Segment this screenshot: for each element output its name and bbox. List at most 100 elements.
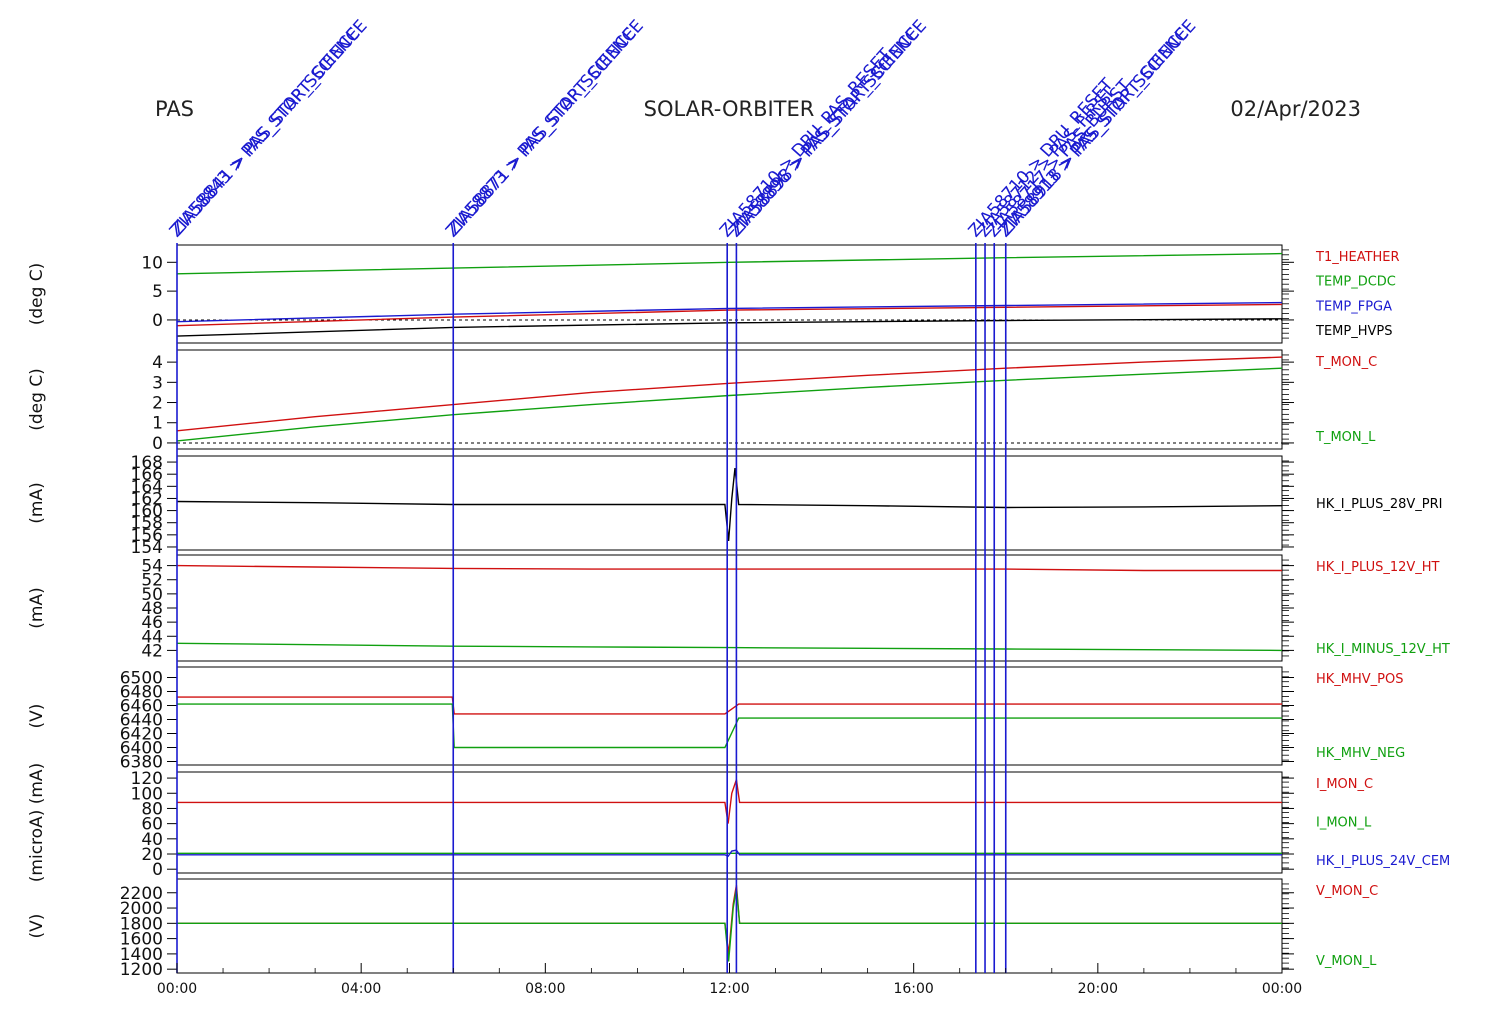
y-tick-label: 156 bbox=[131, 526, 163, 546]
legend-i_mon_l: I_MON_L bbox=[1316, 816, 1372, 831]
legend-t1_heather: T1_HEATHER bbox=[1315, 250, 1400, 265]
event-label: ZIA58871 > PAS_START_SCIENCE bbox=[444, 16, 648, 239]
y-tick-label: 100 bbox=[131, 784, 163, 804]
legend-t_mon_l: T_MON_L bbox=[1315, 430, 1376, 445]
y-tick-label: 120 bbox=[131, 769, 163, 789]
y-tick-label: 2200 bbox=[120, 884, 163, 904]
x-tick-label: 12:00 bbox=[709, 981, 749, 997]
header-instrument: PAS bbox=[155, 97, 194, 121]
x-tick-label: 20:00 bbox=[1078, 981, 1118, 997]
y-tick-label: 1800 bbox=[120, 914, 163, 934]
y-tick-label: 6420 bbox=[120, 725, 163, 745]
y-tick-label: 0 bbox=[152, 434, 163, 454]
x-tick-label: 08:00 bbox=[525, 981, 565, 997]
y-tick-label: 50 bbox=[141, 585, 163, 605]
y-tick-label: 52 bbox=[141, 571, 163, 591]
x-axis: 00:00 04:00 08:00 12:00 16:00 20:00 00:00 bbox=[157, 963, 1302, 997]
legend-i_mon_c: I_MON_C bbox=[1316, 777, 1373, 792]
y-axis-label: (deg C) bbox=[27, 368, 47, 431]
y-tick-label: 1 bbox=[152, 414, 163, 434]
y-tick-label: 3 bbox=[152, 373, 163, 393]
panel-1: 0 5 10 (deg C) T1_HEATHER TEMP_DCDC TEMP_FPGA T… bbox=[27, 244, 1400, 344]
y-tick-label: 6500 bbox=[120, 669, 163, 689]
y-tick-label: 80 bbox=[141, 799, 163, 819]
y-tick-label: 6460 bbox=[120, 697, 163, 717]
y-tick-label: 6400 bbox=[120, 739, 163, 759]
y-tick-label: 20 bbox=[141, 845, 163, 865]
series-line-temp_fpga bbox=[176, 301, 1283, 323]
y-tick-label: 162 bbox=[131, 489, 163, 509]
panel-frame bbox=[176, 666, 1283, 766]
panel-frame bbox=[176, 771, 1283, 874]
y-tick-label: 42 bbox=[141, 641, 163, 661]
y-axis-label: (mA) bbox=[27, 482, 47, 523]
y-tick-label: 46 bbox=[141, 613, 163, 633]
series-line-v_mon_l bbox=[177, 888, 1282, 962]
legend-hk_mhv_neg: HK_MHV_NEG bbox=[1316, 746, 1405, 761]
panel-frame bbox=[176, 244, 1283, 344]
series-line-temp_hvps bbox=[176, 318, 1283, 337]
series-line-hk_mhv_pos bbox=[177, 696, 1282, 715]
y-axis-label: (microA) (mA) bbox=[27, 763, 47, 882]
series-line-hk_i_plus_28v_pri bbox=[176, 468, 1283, 541]
event-label: ZIA58918 > PAS_START_SCIENCE bbox=[997, 16, 1201, 239]
y-tick-label: 1600 bbox=[120, 930, 163, 950]
series-line-hk_i_plus_24v_cem bbox=[177, 849, 1282, 858]
x-tick-label: 00:00 bbox=[157, 981, 197, 997]
y-tick-label: 1200 bbox=[120, 960, 163, 980]
legend-hk_i_plus_24v_cem: HK_I_PLUS_24V_CEM bbox=[1316, 854, 1450, 869]
legend-hk_i_minus_12v_ht: HK_I_MINUS_12V_HT bbox=[1316, 642, 1450, 657]
y-tick-label: 2000 bbox=[120, 899, 163, 919]
legend-temp_fpga: TEMP_FPGA bbox=[1315, 299, 1392, 314]
y-axis-label: (deg C) bbox=[27, 263, 47, 326]
legend-t_mon_c: T_MON_C bbox=[1315, 355, 1377, 370]
panel-frame bbox=[176, 349, 1283, 450]
legend-v_mon_l: V_MON_L bbox=[1316, 954, 1377, 969]
legend-hk_mhv_pos: HK_MHV_POS bbox=[1316, 672, 1404, 687]
header-date: 02/Apr/2023 bbox=[1230, 97, 1361, 121]
y-tick-label: 154 bbox=[131, 538, 163, 558]
y-axis-label: (V) bbox=[27, 914, 47, 939]
series-line-i_mon_c bbox=[177, 779, 1282, 824]
legend-v_mon_c: V_MON_C bbox=[1316, 884, 1378, 899]
y-tick-label: 2 bbox=[152, 394, 163, 414]
y-axis-label: (mA) bbox=[27, 587, 47, 628]
legend-hk_i_plus_12v_ht: HK_I_PLUS_12V_HT bbox=[1316, 560, 1440, 575]
legend-temp_hvps: TEMP_HVPS bbox=[1315, 324, 1392, 339]
y-tick-label: 0 bbox=[152, 860, 163, 880]
y-tick-label: 168 bbox=[131, 453, 163, 473]
y-tick-label: 166 bbox=[131, 465, 163, 485]
y-tick-label: 4 bbox=[152, 353, 163, 373]
series-line-t_mon_c bbox=[176, 356, 1283, 432]
legend-temp_dcdc: TEMP_DCDC bbox=[1315, 275, 1396, 290]
header-mission: SOLAR-ORBITER bbox=[644, 97, 815, 121]
y-tick-label: 164 bbox=[131, 477, 163, 497]
x-tick-label: 00:00 bbox=[1262, 981, 1302, 997]
event-label: ZIA58841 > PAS_START_SCIENCE bbox=[168, 16, 372, 239]
y-tick-label: 5 bbox=[152, 282, 163, 302]
y-tick-label: 10 bbox=[141, 253, 163, 273]
y-tick-label: 60 bbox=[141, 815, 163, 835]
y-tick-label: 6440 bbox=[120, 711, 163, 731]
y-tick-label: 6380 bbox=[120, 753, 163, 773]
series-line-temp_dcdc bbox=[176, 252, 1283, 275]
series-line-t_mon_l bbox=[176, 367, 1283, 442]
y-tick-label: 48 bbox=[141, 599, 163, 619]
y-tick-label: 0 bbox=[152, 311, 163, 331]
x-tick-label: 04:00 bbox=[341, 981, 381, 997]
y-tick-label: 158 bbox=[131, 514, 163, 534]
legend-hk_i_plus_28v_pri: HK_I_PLUS_28V_PRI bbox=[1316, 497, 1442, 512]
y-tick-label: 54 bbox=[141, 557, 163, 577]
y-tick-label: 40 bbox=[141, 830, 163, 850]
event-label: ZIA58898 > PAS_START_SCIENCE bbox=[727, 16, 931, 239]
y-axis-label: (V) bbox=[27, 704, 47, 729]
series-line-hk_i_minus_12v_ht bbox=[176, 642, 1283, 652]
